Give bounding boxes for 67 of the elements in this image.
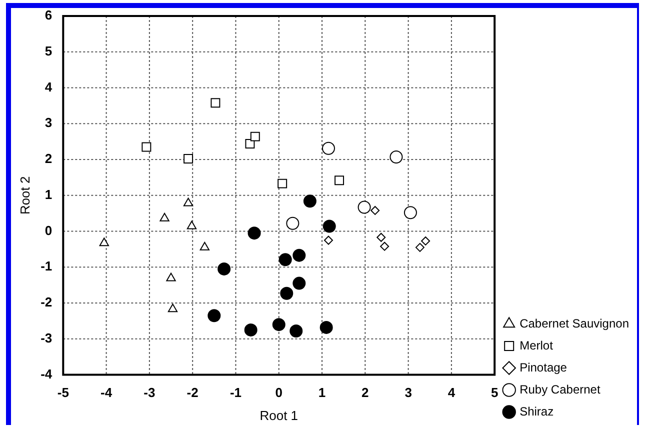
legend-label: Pinotage <box>520 360 568 374</box>
point <box>210 98 220 108</box>
point <box>166 272 176 282</box>
point <box>218 262 231 276</box>
point <box>99 238 109 246</box>
point <box>183 198 194 206</box>
point <box>160 212 170 222</box>
point <box>142 142 152 152</box>
point <box>404 206 417 220</box>
point <box>286 216 300 230</box>
point <box>290 324 303 338</box>
y-tick-label: 1 <box>44 186 52 202</box>
point <box>208 309 221 322</box>
legend-label: Merlot <box>520 338 554 352</box>
point <box>292 248 306 262</box>
point <box>245 138 255 148</box>
x-tick-label: 1 <box>318 385 326 400</box>
x-tick-label: 4 <box>448 385 456 400</box>
legend-label: Cabernet Sauvignon <box>520 316 630 330</box>
x-tick-label: 0 <box>275 385 282 400</box>
y-tick-label: -4 <box>40 366 53 382</box>
point <box>322 142 335 155</box>
legend-label: Ruby Cabernet <box>520 382 601 396</box>
x-tick-label: -4 <box>100 385 113 400</box>
x-tick-label: -2 <box>186 385 198 400</box>
point <box>358 200 371 214</box>
x-tick-label: -3 <box>144 385 156 400</box>
point <box>272 318 286 332</box>
x-tick-label: -5 <box>57 385 69 400</box>
y-axis-title: Root 2 <box>17 176 32 215</box>
point <box>303 194 316 208</box>
point <box>250 132 260 142</box>
point <box>244 323 258 336</box>
point <box>248 226 261 240</box>
point <box>376 232 386 242</box>
point <box>200 242 210 250</box>
point <box>278 178 288 188</box>
point <box>421 236 430 246</box>
y-tick-label: 3 <box>44 115 52 130</box>
y-tick-label: 5 <box>44 43 52 58</box>
point <box>184 154 194 164</box>
y-tick-label: 0 <box>44 222 52 238</box>
y-tick-label: -2 <box>40 294 52 310</box>
x-tick-label: 5 <box>490 385 498 400</box>
point <box>334 176 344 186</box>
point <box>324 236 333 245</box>
point <box>280 286 294 300</box>
point <box>168 304 178 312</box>
point <box>390 150 403 164</box>
y-tick-label: 4 <box>44 79 53 94</box>
y-tick-label: 6 <box>44 8 52 23</box>
x-tick-label: -1 <box>230 385 242 400</box>
point <box>415 242 424 252</box>
y-tick-label: -3 <box>40 330 52 346</box>
point <box>320 320 333 334</box>
point <box>292 276 306 290</box>
x-tick-label: 2 <box>362 385 369 400</box>
y-tick-label: -1 <box>40 258 52 274</box>
point <box>370 206 380 215</box>
point <box>322 220 336 233</box>
y-tick-label: 2 <box>44 151 52 166</box>
point <box>278 253 292 266</box>
legend-label: Shiraz <box>520 404 554 418</box>
x-axis-title: Root 1 <box>260 408 298 423</box>
x-tick-label: 3 <box>404 385 412 400</box>
point <box>380 242 390 251</box>
point <box>186 220 197 230</box>
